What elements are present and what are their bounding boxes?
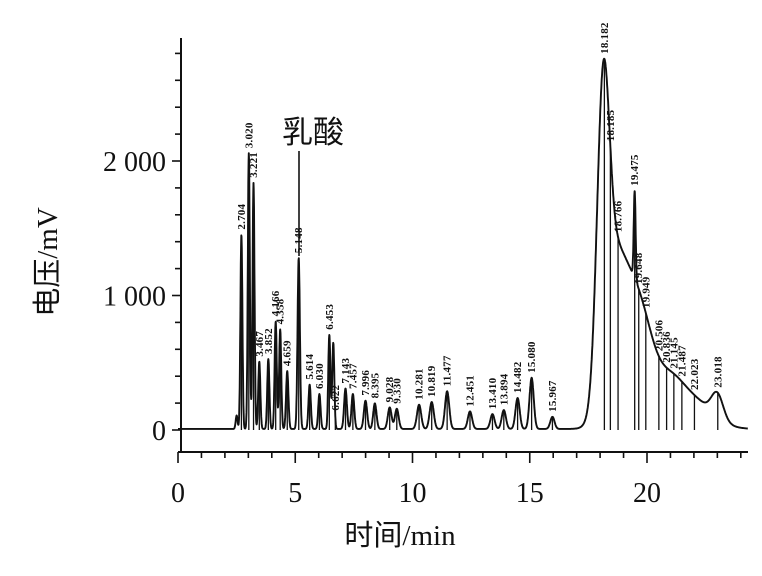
peak-label: 20.506 — [653, 319, 665, 351]
y-tick-label: 2 000 — [103, 147, 166, 178]
peak-label: 12.451 — [464, 375, 476, 406]
peak-label: 9.028 — [384, 376, 396, 402]
peak-label: 13.894 — [498, 373, 510, 405]
y-tick-label: 1 000 — [103, 282, 166, 313]
peak-label: 3.221 — [248, 152, 260, 178]
x-axis-title: 时间/min — [344, 519, 456, 552]
peak-label: 4.358 — [275, 298, 287, 324]
peak-label: 2.704 — [236, 204, 248, 230]
peak-label: 14.482 — [512, 361, 524, 393]
peak-label: 19.475 — [629, 154, 641, 186]
peak-label: 8.395 — [369, 372, 381, 398]
peak-label: 7.996 — [360, 370, 372, 396]
peak-label: 20.836 — [661, 331, 673, 363]
x-tick-label: 20 — [633, 478, 661, 509]
annotation-label: 乳酸 — [282, 115, 344, 150]
trace-line — [177, 57, 749, 430]
peak-label: 10.281 — [414, 368, 426, 399]
x-tick-label: 15 — [516, 478, 544, 509]
peak-label: 7.457 — [347, 363, 359, 389]
peak-label: 19.648 — [633, 252, 645, 284]
peak-label: 13.410 — [487, 377, 499, 409]
peak-label: 6.453 — [324, 304, 336, 330]
peak-label: 11.477 — [442, 355, 454, 386]
y-ticks-layer: 0 1 000 2 000 — [103, 52, 181, 447]
x-ticks-layer: 0 5 10 15 20 — [171, 452, 742, 509]
x-tick-label: 5 — [288, 478, 302, 509]
peak-label: 15.967 — [547, 380, 559, 412]
peak-label: 22.023 — [689, 358, 701, 390]
peak-label: 19.949 — [640, 276, 652, 308]
peak-label: 3.020 — [243, 122, 255, 148]
peak-label: 21.487 — [676, 345, 688, 377]
peak-label: 15.080 — [526, 341, 538, 373]
peak-label: 23.018 — [712, 356, 724, 388]
x-tick-label: 10 — [399, 478, 427, 509]
peak-label: 18.766 — [613, 200, 625, 232]
peak-label: 3.467 — [254, 331, 266, 357]
peak-label: 4.659 — [282, 340, 294, 366]
y-tick-label: 0 — [152, 416, 166, 447]
peak-label: 18.182 — [599, 22, 611, 54]
peak-label: 18.185 — [605, 109, 617, 141]
peak-label: 10.819 — [426, 365, 438, 397]
trace-layer — [177, 57, 749, 430]
y-axis-title: 电压/mV — [31, 207, 64, 317]
peak-label: 21.145 — [668, 337, 680, 369]
peak-label: 3.852 — [263, 328, 275, 354]
x-tick-label: 0 — [171, 478, 185, 509]
peak-label: 6.030 — [314, 363, 326, 389]
peak-label: 9.330 — [391, 378, 403, 404]
peak-label: 5.614 — [304, 353, 316, 379]
peak-label: 6.622 — [330, 385, 342, 411]
peak-label: 4.166 — [270, 290, 282, 316]
peak-label: 7.143 — [340, 358, 352, 384]
